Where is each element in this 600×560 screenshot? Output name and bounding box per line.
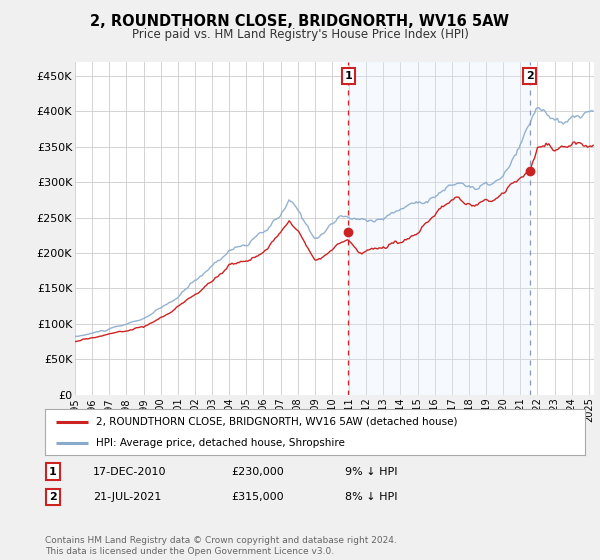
Text: 1: 1 (344, 71, 352, 81)
Text: 2, ROUNDTHORN CLOSE, BRIDGNORTH, WV16 5AW (detached house): 2, ROUNDTHORN CLOSE, BRIDGNORTH, WV16 5A… (96, 417, 458, 427)
Text: 2: 2 (49, 492, 56, 502)
Text: 2, ROUNDTHORN CLOSE, BRIDGNORTH, WV16 5AW: 2, ROUNDTHORN CLOSE, BRIDGNORTH, WV16 5A… (91, 14, 509, 29)
Text: 1: 1 (49, 466, 56, 477)
Text: Price paid vs. HM Land Registry's House Price Index (HPI): Price paid vs. HM Land Registry's House … (131, 28, 469, 41)
Text: £315,000: £315,000 (231, 492, 284, 502)
Text: Contains HM Land Registry data © Crown copyright and database right 2024.
This d: Contains HM Land Registry data © Crown c… (45, 536, 397, 556)
Text: £230,000: £230,000 (231, 466, 284, 477)
Bar (349, 62, 530, 395)
Text: 2: 2 (526, 71, 533, 81)
Text: 17-DEC-2010: 17-DEC-2010 (93, 466, 167, 477)
Text: 21-JUL-2021: 21-JUL-2021 (93, 492, 161, 502)
Text: HPI: Average price, detached house, Shropshire: HPI: Average price, detached house, Shro… (96, 438, 345, 448)
Text: 8% ↓ HPI: 8% ↓ HPI (345, 492, 398, 502)
Text: 9% ↓ HPI: 9% ↓ HPI (345, 466, 398, 477)
